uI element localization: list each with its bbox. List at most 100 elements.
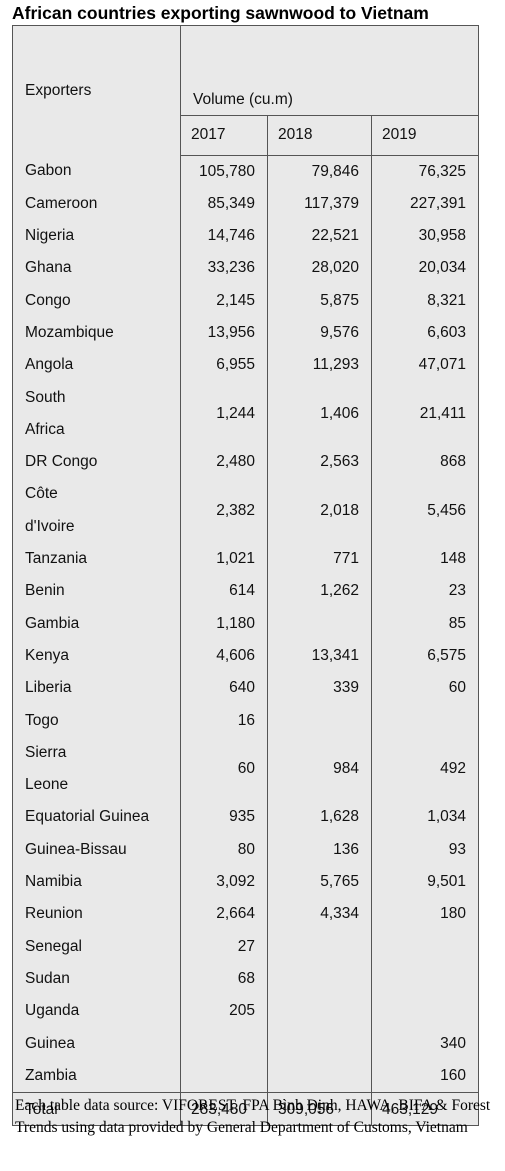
volume-2018 [267,704,372,737]
exporter-name: Sierra Leone [12,736,181,802]
volume-2018 [267,930,372,963]
volume-2018: 13,341 [267,639,372,673]
volume-2019: 868 [371,446,479,479]
volume-2018: 22,521 [267,220,372,253]
exporter-name-line: Guinea [25,1034,75,1052]
exporter-name: Benin [12,575,181,608]
exporter-name-line: Benin [25,582,65,600]
volume-2019: 180 [371,898,479,931]
exporter-name: DR Congo [12,446,181,479]
volume-2017: 205 [180,995,268,1028]
volume-2017: 14,746 [180,220,268,253]
volume-2018: 117,379 [267,187,372,221]
table-row: Benin 614 1,262 23 [12,575,479,608]
volume-2018: 11,293 [267,349,372,382]
table-row: Cameroon 85,349 117,379 227,391 [12,187,479,221]
volume-2019 [371,930,479,963]
volume-2018: 771 [267,543,372,576]
volume-2019: 47,071 [371,349,479,382]
table-row: Sierra Leone 60 984 492 [12,736,479,802]
table-row: Côte d'Ivoire 2,382 2,018 5,456 [12,478,479,544]
exporter-name-line: Togo [25,711,59,729]
total-2017: 283,480 [180,1092,268,1126]
exporter-name: South Africa [12,381,181,447]
table-row: Guinea 340 [12,1027,479,1060]
exporter-name: Liberia [12,672,181,705]
volume-2018 [267,1059,372,1093]
exporter-name-line: Tanzania [25,550,88,568]
volume-2019: 8,321 [371,284,479,317]
volume-2018: 1,628 [267,801,372,834]
volume-2019 [371,704,479,737]
exporter-name-line: Sudan [25,969,70,987]
volume-2019: 6,575 [371,639,479,673]
exporter-name-line: Congo [25,291,71,309]
table-row: Zambia 160 [12,1059,479,1093]
volume-2017 [180,1027,268,1060]
volume-2018: 9,576 [267,316,372,350]
total-row: Total 283,480 309,056 463,129 [12,1092,479,1126]
exporter-name-line: Equatorial Guinea [25,808,150,826]
volume-2017: 4,606 [180,639,268,673]
exporter-name: Kenya [12,639,181,673]
total-label: Total [12,1092,181,1126]
table-row: Sudan 68 [12,962,479,996]
volume-2019: 20,034 [371,252,479,285]
exporter-name: Togo [12,704,181,737]
exporter-name: Guinea [12,1027,181,1060]
volume-2017: 640 [180,672,268,705]
volume-2019: 30,958 [371,220,479,253]
exporter-name: Guinea-Bissau [12,833,181,867]
volume-2017: 16 [180,704,268,737]
table-row: South Africa 1,244 1,406 21,411 [12,381,479,447]
exporter-name-line: Cameroon [25,194,98,212]
volume-2019: 23 [371,575,479,608]
source-note: Each table data source: VIFOREST, FPA Bì… [15,1097,491,1136]
volume-2019: 6,603 [371,316,479,350]
table-row: Gambia 1,180 85 [12,607,479,640]
volume-2018: 4,334 [267,898,372,931]
table-row: Ghana 33,236 28,020 20,034 [12,252,479,285]
volume-2019: 93 [371,833,479,867]
table-row: Congo 2,145 5,875 8,321 [12,284,479,317]
exporter-name: Tanzania [12,543,181,576]
table-row: Equatorial Guinea 935 1,628 1,034 [12,801,479,834]
exporter-name: Mozambique [12,316,181,350]
volume-2017: 68 [180,962,268,996]
volume-2019: 492 [371,736,479,802]
table-title: African countries exporting sawnwood to … [12,3,429,23]
volume-2017: 3,092 [180,866,268,899]
exporter-name-line: Guinea-Bissau [25,840,127,858]
exporter-name: Nigeria [12,220,181,253]
table-row: Uganda 205 [12,995,479,1028]
volume-2018: 136 [267,833,372,867]
volume-2018: 5,765 [267,866,372,899]
exporters-header: Exporters [12,25,181,155]
volume-2019: 5,456 [371,478,479,544]
volume-2017: 13,956 [180,316,268,350]
exporter-name-line: Africa [25,420,65,438]
exporter-name: Uganda [12,995,181,1028]
exporter-name: Congo [12,284,181,317]
total-2018: 309,056 [267,1092,372,1126]
exporter-name-line: Uganda [25,1002,80,1020]
volume-2017: 80 [180,833,268,867]
exporter-name: Reunion [12,898,181,931]
volume-2017 [180,1059,268,1093]
table-row: Mozambique 13,956 9,576 6,603 [12,316,479,350]
volume-2017: 2,664 [180,898,268,931]
exporter-name: Senegal [12,930,181,963]
exporter-name-line: Nigeria [25,227,75,245]
volume-header: Volume (cu.m) [180,25,479,116]
volume-2019: 60 [371,672,479,705]
volume-2018: 5,875 [267,284,372,317]
exporter-name-line: Gambia [25,614,80,632]
volume-2018: 79,846 [267,155,372,188]
volume-2017: 935 [180,801,268,834]
table-row: Liberia 640 339 60 [12,672,479,705]
exporter-name-line: Liberia [25,679,72,697]
volume-2017: 2,145 [180,284,268,317]
volume-2018: 984 [267,736,372,802]
volume-2019: 9,501 [371,866,479,899]
volume-2017: 105,780 [180,155,268,188]
